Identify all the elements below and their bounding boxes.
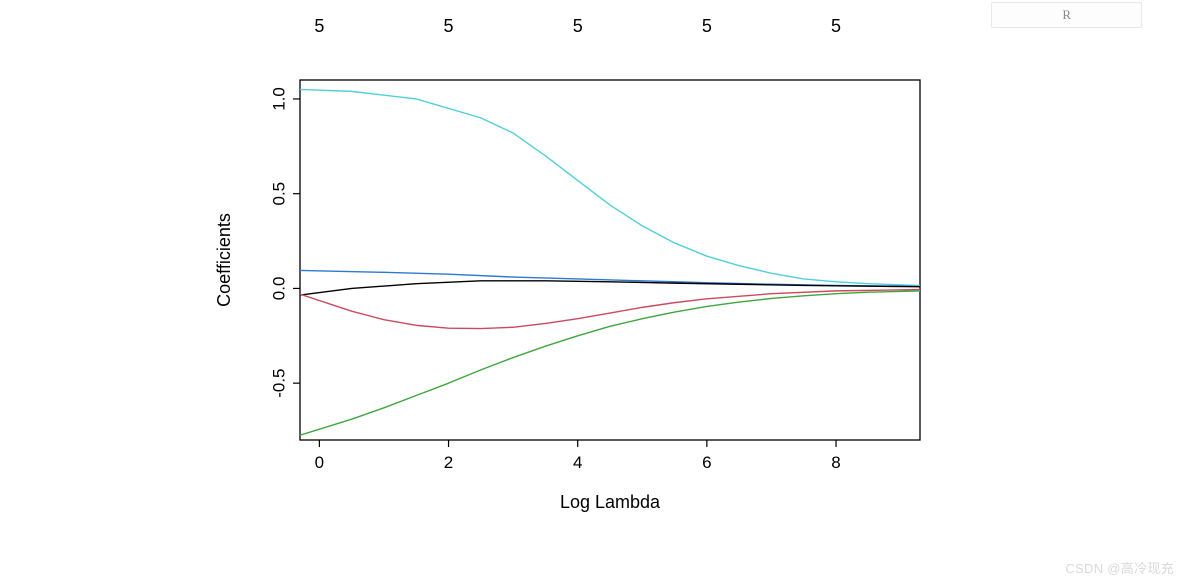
y-tick-label: -0.5 (269, 369, 288, 398)
x-tick-label: 6 (702, 453, 711, 472)
top-tick-label: 5 (831, 16, 841, 36)
top-tick-label: 5 (314, 16, 324, 36)
x-tick-label: 8 (831, 453, 840, 472)
x-tick-label: 0 (315, 453, 324, 472)
y-tick-label: 0.0 (269, 277, 288, 301)
top-tick-label: 5 (444, 16, 454, 36)
language-badge: R (991, 2, 1142, 28)
coefficients-chart: 0 2 4 6 8 -0.5 0.0 0.5 1.0 5 5 5 5 5 Log Lambda Coeffi… (0, 0, 1184, 583)
csdn-watermark: CSDN @高冷现充 (1065, 558, 1174, 577)
top-tick-label: 5 (702, 16, 712, 36)
y-axis-title: Coefficients (214, 213, 234, 307)
y-tick-label: 0.5 (269, 182, 288, 206)
watermark-text: CSDN @高冷现充 (1065, 561, 1174, 576)
y-tick-label-group: 0.5 (269, 182, 288, 206)
plot-box (300, 80, 920, 440)
y-tick-label-group: 0.0 (269, 277, 288, 301)
x-axis-title: Log Lambda (560, 492, 661, 512)
y-tick-label-group: 1.0 (269, 87, 288, 111)
top-tick-label: 5 (573, 16, 583, 36)
x-tick-label: 4 (573, 453, 582, 472)
x-tick-label: 2 (444, 453, 453, 472)
y-tick-label: 1.0 (269, 87, 288, 111)
y-axis-title-group: Coefficients (214, 213, 234, 307)
language-badge-text: R (1062, 7, 1071, 22)
y-tick-label-group: -0.5 (269, 369, 288, 398)
